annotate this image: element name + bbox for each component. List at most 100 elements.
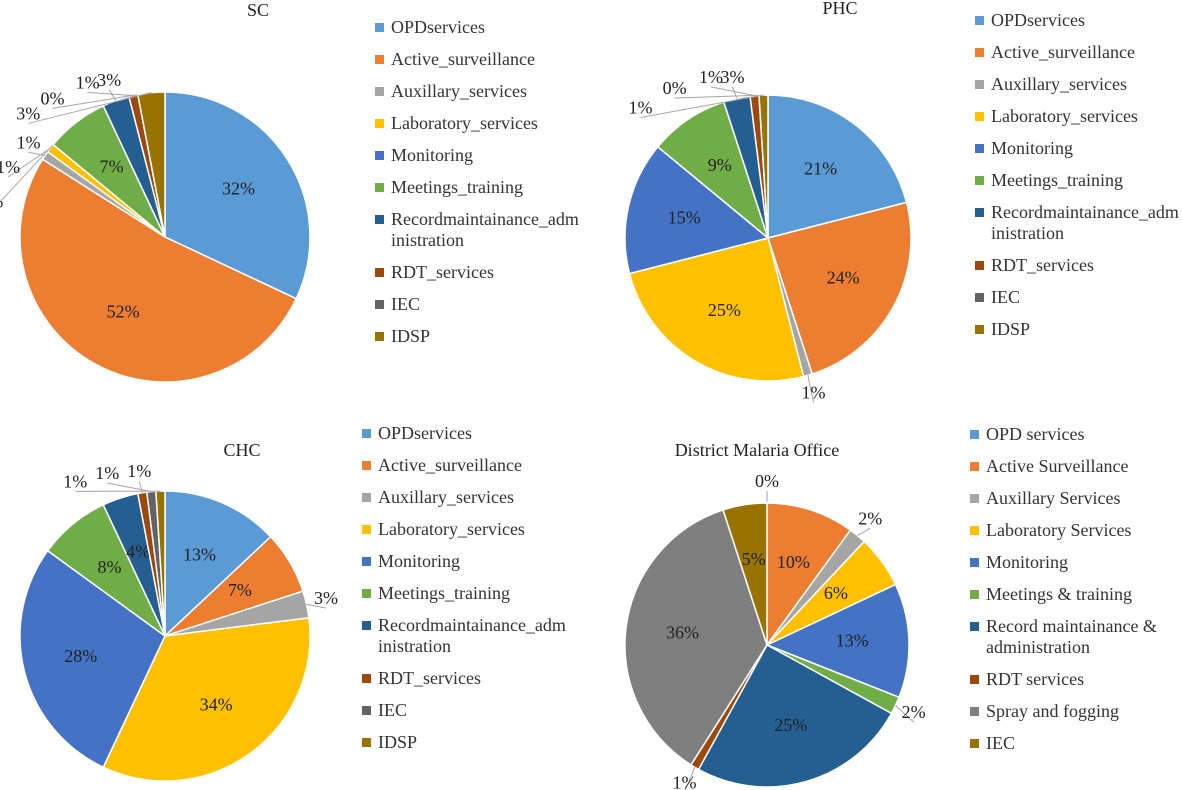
legend-swatch (362, 429, 371, 438)
legend-item: RDT_services (375, 262, 580, 283)
legend-swatch (362, 461, 371, 470)
legend-item: Meetings_training (362, 583, 567, 604)
pie-slice (758, 94, 769, 239)
legend-label: OPDservices (378, 423, 472, 443)
legend-item: OPDservices (362, 423, 567, 444)
legend-label: Recordmaintainance_administration (378, 615, 566, 656)
legend-label: Record maintainance & administration (986, 616, 1157, 657)
legend-label: RDT_services (391, 262, 494, 282)
data-label: 0% (41, 88, 65, 108)
data-label: 4% (126, 541, 150, 561)
legend-label: Monitoring (991, 138, 1074, 158)
leader-line (895, 705, 914, 723)
legend-item: Meetings_training (975, 170, 1180, 191)
legend-item: Laboratory Services (970, 520, 1175, 541)
data-label: 1% (63, 472, 87, 492)
legend-swatch (375, 151, 384, 160)
legend-swatch (375, 183, 384, 192)
data-label: 1% (0, 157, 20, 177)
legend-label: IDSP (991, 319, 1031, 339)
legend-label: Laboratory_services (991, 106, 1138, 126)
data-label: 0% (663, 78, 687, 98)
legend: OPDservices Active_surveillance Auxillary_… (375, 17, 580, 358)
leader-line (0, 144, 54, 203)
leader-line (710, 86, 755, 97)
legend-swatch (375, 87, 384, 96)
legend-label: IEC (986, 733, 1015, 753)
legend-item: Meetings_training (375, 177, 580, 198)
legend-swatch (362, 525, 371, 534)
data-label: 0% (0, 191, 3, 211)
data-label: 32% (222, 179, 255, 199)
data-label: 28% (64, 646, 97, 666)
legend-label: OPDservices (391, 17, 485, 37)
data-label: 52% (107, 301, 140, 321)
legend-label: Laboratory_services (391, 113, 538, 133)
legend-item: IDSP (375, 326, 580, 347)
data-label: 5% (742, 549, 766, 569)
legend-label: Meetings & training (986, 584, 1132, 604)
leader-line (28, 151, 46, 156)
legend-label: Monitoring (391, 145, 474, 165)
legend-item: RDT_services (975, 255, 1180, 276)
chart-title: CHC (223, 440, 260, 460)
legend-swatch (975, 176, 984, 185)
legend-label: Auxillary_services (991, 74, 1127, 94)
data-label: 1% (95, 463, 119, 483)
pie-slice (19, 549, 166, 769)
legend-swatch (975, 293, 984, 302)
legend-item: Laboratory_services (362, 519, 567, 540)
legend-item: Active_surveillance (975, 42, 1180, 63)
legend-item: Laboratory_services (375, 113, 580, 134)
legend-label: Spray and fogging (986, 701, 1119, 721)
data-label: 25% (708, 300, 741, 320)
pie-slice (136, 91, 166, 238)
data-label: 6% (824, 583, 848, 603)
pie-slice (628, 237, 805, 382)
leader-line (674, 94, 760, 99)
legend-item: Record maintainance & administration (970, 616, 1175, 658)
legend-swatch (970, 558, 979, 567)
legend-label: Auxillary Services (986, 488, 1121, 508)
pie-slice (767, 201, 912, 375)
legend-label: Laboratory Services (986, 520, 1132, 540)
pie-slice (164, 490, 272, 638)
leader-line (731, 86, 738, 99)
legend-item: Auxillary_services (362, 487, 567, 508)
legend-item: Laboratory_services (975, 106, 1180, 127)
legend-label: Auxillary_services (391, 81, 527, 101)
legend-item: OPDservices (375, 17, 580, 38)
legend-swatch (975, 48, 984, 57)
data-label: 7% (228, 580, 252, 600)
legend-item: Recordmaintainance_administration (362, 615, 567, 657)
data-label: 3% (97, 70, 121, 90)
legend-swatch (975, 261, 984, 270)
legend-swatch (975, 16, 984, 25)
legend-swatch (362, 674, 371, 683)
legend-label: OPD services (986, 424, 1085, 444)
legend-label: Auxillary_services (378, 487, 514, 507)
data-label: 1% (699, 67, 723, 87)
leader-line (28, 92, 152, 124)
data-label: 0% (755, 471, 779, 491)
data-label: 9% (708, 155, 732, 175)
legend: OPDservices Active_surveillance Auxillary_… (362, 423, 567, 764)
data-label: 1% (17, 132, 41, 152)
legend-label: Active Surveillance (986, 456, 1129, 476)
legend-swatch (375, 215, 384, 224)
pie-slice (766, 502, 852, 648)
legend-swatch (975, 112, 984, 121)
chart-title: PHC (822, 0, 857, 18)
legend-label: IDSP (378, 732, 418, 752)
legend-swatch (375, 300, 384, 309)
legend-swatch (975, 325, 984, 334)
legend-item: IEC (362, 700, 567, 721)
data-label: 13% (183, 544, 216, 564)
data-label: 1% (76, 73, 100, 93)
legend-swatch (970, 739, 979, 748)
legend: OPDservices Active_surveillance Auxillary_… (975, 10, 1180, 351)
legend-swatch (970, 430, 979, 439)
legend-label: Monitoring (986, 552, 1069, 572)
